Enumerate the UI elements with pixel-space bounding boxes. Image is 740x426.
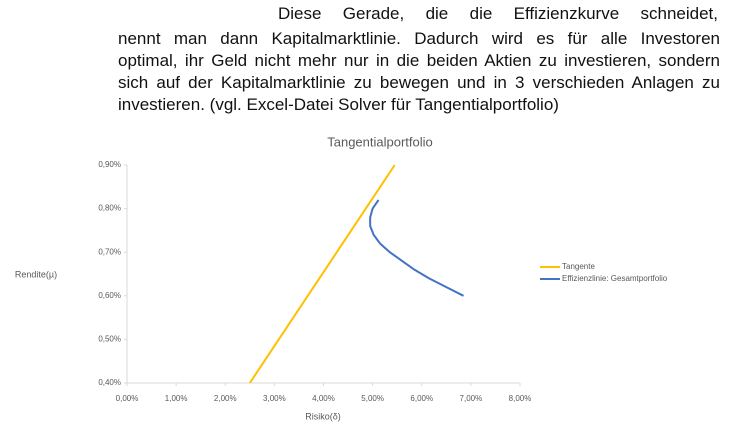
x-tick-label: 2,00%	[214, 394, 237, 403]
text-line: nennt man dann Kapitalmarktlinie. Dadurc…	[118, 29, 720, 48]
x-tick-label: 3,00%	[263, 394, 286, 403]
y-tick-label: 0,40%	[98, 378, 121, 387]
chart-title: Tangentialportfolio	[327, 134, 433, 149]
x-tick-label: 5,00%	[361, 394, 384, 403]
x-axis-label: Risiko(δ)	[305, 411, 341, 421]
x-tick-label: 1,00%	[165, 394, 188, 403]
line-series	[369, 199, 464, 297]
text-line: Diese Gerade, die die Effizienzkurve sch…	[278, 4, 718, 23]
x-tick-label: 8,00%	[509, 394, 532, 403]
text-line: optimal, ihr Geld nicht mehr nur in die …	[118, 51, 720, 70]
legend-label: Tangente	[562, 262, 595, 271]
y-axis-label: Rendite(µ)	[15, 269, 57, 279]
x-tick-label: 0,00%	[116, 394, 139, 403]
text-line: investieren. (vgl. Excel-Datei Solver fü…	[118, 95, 559, 114]
x-tick-label: 6,00%	[410, 394, 433, 403]
y-tick-label: 0,90%	[98, 160, 121, 169]
y-tick-label: 0,50%	[98, 335, 121, 344]
text-line: sich auf der Kapitalmarktlinie zu bewege…	[118, 73, 720, 92]
line-series	[248, 164, 396, 384]
legend-label: Effizienzlinie: Gesamtportfolio	[562, 274, 668, 283]
x-tick-label: 7,00%	[460, 394, 483, 403]
y-tick-label: 0,70%	[98, 247, 121, 256]
y-tick-label: 0,60%	[98, 291, 121, 300]
y-tick-label: 0,80%	[98, 204, 121, 213]
x-tick-label: 4,00%	[312, 394, 335, 403]
